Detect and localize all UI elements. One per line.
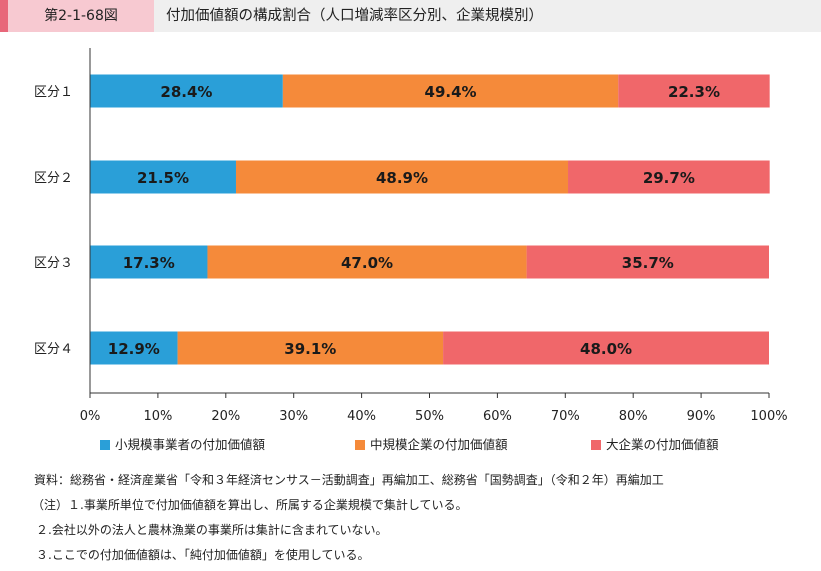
legend-item-large: 大企業の付加価値額 [591, 435, 719, 455]
legend-label-small: 小規模事業者の付加価値額 [115, 437, 266, 452]
legend-item-small: 小規模事業者の付加価値額 [100, 435, 265, 455]
figure-number: 第2-1-68図 [8, 0, 154, 32]
x-tick-label: 0% [80, 409, 101, 424]
data-label: 49.4% [425, 83, 477, 101]
figure-title: 付加価値額の構成割合（人口増減率区分別、企業規模別） [166, 8, 543, 24]
bar-segment [90, 331, 178, 365]
bar-segment [90, 160, 236, 194]
data-label: 39.1% [284, 340, 336, 358]
bar-segment [526, 245, 769, 279]
legend-swatch-large [591, 440, 601, 450]
bar-segment [282, 74, 619, 108]
note-1: （注）１.事業所単位で付加価値額を算出し、所属する企業規模で集計している。 [32, 498, 468, 512]
bar-segment [207, 245, 527, 279]
header-accent [0, 0, 8, 32]
note-3: ３.ここでの付加価値額は、「純付加価値額」を使用している。 [36, 548, 370, 562]
data-label: 21.5% [137, 169, 189, 187]
x-tick-label: 10% [143, 409, 172, 424]
bar-segment [235, 160, 569, 194]
legend-swatch-medium [355, 440, 365, 450]
x-tick-label: 60% [483, 409, 512, 424]
x-tick-label: 40% [347, 409, 376, 424]
note-2: ２.会社以外の法人と農林漁業の事業所は集計に含まれていない。 [36, 523, 388, 537]
x-tick-label: 90% [687, 409, 716, 424]
data-label: 28.4% [160, 83, 212, 101]
data-label: 48.0% [580, 340, 632, 358]
data-label: 48.9% [376, 169, 428, 187]
x-tick-label: 70% [551, 409, 580, 424]
bar-segment [177, 331, 444, 365]
x-tick-label: 30% [279, 409, 308, 424]
data-label: 35.7% [622, 254, 674, 272]
data-label: 22.3% [668, 83, 720, 101]
x-tick-label: 50% [415, 409, 444, 424]
category-label: 区分４ [34, 342, 73, 357]
figure-header: 第2-1-68図 付加価値額の構成割合（人口増減率区分別、企業規模別） [0, 0, 821, 32]
chart-legend: 小規模事業者の付加価値額 中規模企業の付加価値額 大企業の付加価値額 [0, 435, 821, 455]
category-label: 区分３ [34, 256, 73, 271]
legend-swatch-small [100, 440, 110, 450]
legend-label-large: 大企業の付加価値額 [606, 437, 719, 452]
x-tick-label: 100% [750, 409, 787, 424]
data-label: 47.0% [341, 254, 393, 272]
x-tick-label: 20% [211, 409, 240, 424]
category-label: 区分１ [34, 85, 73, 100]
data-label: 17.3% [123, 254, 175, 272]
x-tick-label: 80% [619, 409, 648, 424]
bar-segment [90, 74, 283, 108]
bar-segment [568, 160, 770, 194]
legend-label-medium: 中規模企業の付加価値額 [370, 437, 508, 452]
legend-item-medium: 中規模企業の付加価値額 [355, 435, 508, 455]
stacked-bar-chart: 区分１ 28.4% 49.4% 22.3% 区分２ 21.5% 48.9% 29.7% 区分３ 1… [34, 48, 788, 424]
note-source: 資料：総務省・経済産業省「令和３年経済センサス－活動調査」再編加工、総務省「国勢… [34, 473, 664, 487]
data-label: 29.7% [643, 169, 695, 187]
data-label: 12.9% [108, 340, 160, 358]
figure-notes: 資料：総務省・経済産業省「令和３年経済センサス－活動調査」再編加工、総務省「国勢… [32, 468, 814, 568]
category-label: 区分２ [34, 171, 73, 186]
bar-segment [618, 74, 770, 108]
bar-segment [90, 245, 208, 279]
bar-segment [443, 331, 769, 365]
